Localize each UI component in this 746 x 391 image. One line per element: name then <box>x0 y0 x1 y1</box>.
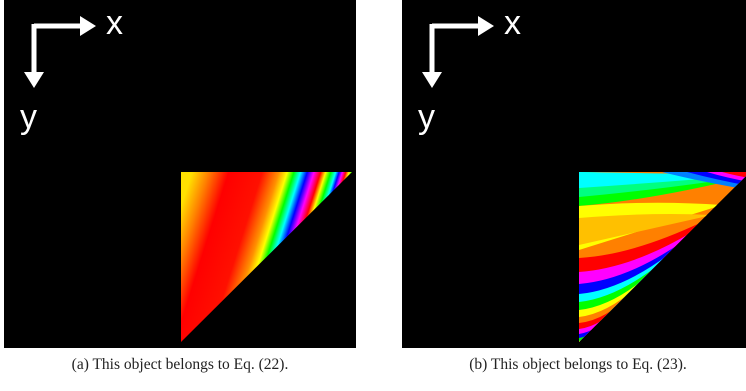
panel-a-svg: x y <box>4 0 356 348</box>
x-axis-label-b: x <box>504 4 521 42</box>
panel-b-image: x y <box>402 0 746 348</box>
panel-b-svg: x y <box>402 0 746 348</box>
x-axis-label-a: x <box>106 4 123 42</box>
y-axis-label-a: y <box>20 98 37 136</box>
caption-b: (b) This object belongs to Eq. (23). <box>469 356 687 373</box>
caption-a: (a) This object belongs to Eq. (22). <box>71 356 289 373</box>
axes-arrows-a <box>24 16 96 88</box>
panel-a-image: x y <box>4 0 356 348</box>
y-axis-label-b: y <box>418 98 435 136</box>
axes-arrows-b <box>422 16 494 88</box>
